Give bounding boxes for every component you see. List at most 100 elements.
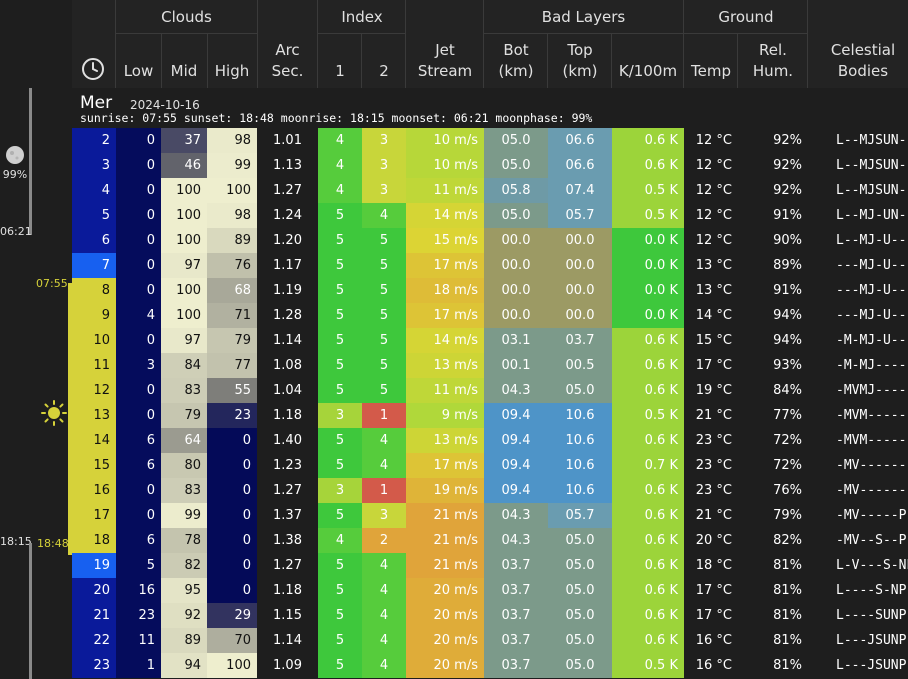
cell-celestial: L-V---S-NP xyxy=(832,553,908,578)
cell-high-cloud: 68 xyxy=(207,278,257,303)
table-row[interactable]: 9 4 100 71 1.28 5 5 17 m/s 00.0 00.0 0.0 K 14 °C 94%… xyxy=(72,303,908,328)
cell-celestial: L----S-NP xyxy=(832,578,908,603)
cell-low-cloud: 0 xyxy=(116,228,161,253)
cell-k-per-100m: 0.6 K xyxy=(612,603,684,628)
table-row[interactable]: 7 0 97 76 1.17 5 5 17 m/s 00.0 00.0 0.0 K 13 °C 89% -… xyxy=(72,253,908,278)
cell-jet-stream: 11 m/s xyxy=(406,378,484,403)
col-k100m[interactable]: K/100m xyxy=(618,62,678,80)
cell-arc-sec: 1.18 xyxy=(257,578,318,603)
table-row[interactable]: 17 0 99 0 1.37 5 3 21 m/s 04.3 05.7 0.6 K 21 °C 79% -… xyxy=(72,503,908,528)
cell-celestial: L--MJSUN- xyxy=(832,128,908,153)
col-celestial-line2[interactable]: Bodies xyxy=(837,62,889,80)
col-arc-line1[interactable]: Arc xyxy=(275,41,300,59)
col-low[interactable]: Low xyxy=(123,62,154,80)
table-row[interactable]: 5 0 100 98 1.24 5 4 14 m/s 05.0 05.7 0.5 K 12 °C 91%… xyxy=(72,203,908,228)
cell-temp: 21 °C xyxy=(684,403,738,428)
cell-celestial: L--MJ-UN- xyxy=(832,203,908,228)
table-row[interactable]: 20 16 95 0 1.18 5 4 20 m/s 03.7 05.0 0.6 K 17 °C 81%… xyxy=(72,578,908,603)
table-row[interactable]: 19 5 82 0 1.27 5 4 21 m/s 03.7 05.0 0.6 K 18 °C 81% L… xyxy=(72,553,908,578)
cell-index-2: 2 xyxy=(362,528,406,553)
cell-humidity: 81% xyxy=(738,603,808,628)
table-row[interactable]: 21 23 92 29 1.15 5 4 20 m/s 03.7 05.0 0.6 K 17 °C 81… xyxy=(72,603,908,628)
clock-icon[interactable] xyxy=(81,57,105,81)
table-row[interactable]: 11 3 84 77 1.08 5 5 13 m/s 00.1 00.5 0.6 K 17 °C 93%… xyxy=(72,353,908,378)
col-index-1[interactable]: 1 xyxy=(335,62,345,80)
cell-index-1: 5 xyxy=(318,228,362,253)
cell-humidity: 94% xyxy=(738,328,808,353)
cell-bad-top: 05.0 xyxy=(548,378,612,403)
col-hum-line2[interactable]: Hum. xyxy=(752,62,794,80)
col-index-2[interactable]: 2 xyxy=(379,62,389,80)
table-row[interactable]: 2 0 37 98 1.01 4 3 10 m/s 05.0 06.6 0.6 K 12 °C 92% L… xyxy=(72,128,908,153)
cell-hour: 5 xyxy=(72,203,116,228)
cell-index-2: 5 xyxy=(362,378,406,403)
cell-bad-bottom: 09.4 xyxy=(484,453,548,478)
table-row[interactable]: 23 1 94 100 1.09 5 4 20 m/s 03.7 05.0 0.5 K 16 °C 81… xyxy=(72,653,908,678)
cell-k-per-100m: 0.5 K xyxy=(612,178,684,203)
col-arc-line2[interactable]: Sec. xyxy=(271,62,304,80)
table-row[interactable]: 14 6 64 0 1.40 5 4 13 m/s 09.4 10.6 0.6 K 23 °C 72% -… xyxy=(72,428,908,453)
cell-bad-top: 00.0 xyxy=(548,228,612,253)
table-row[interactable]: 6 0 100 89 1.20 5 5 15 m/s 00.0 00.0 0.0 K 12 °C 90%… xyxy=(72,228,908,253)
cell-high-cloud: 77 xyxy=(207,353,257,378)
cell-mid-cloud: 100 xyxy=(161,178,207,203)
separator xyxy=(116,33,257,34)
cell-k-per-100m: 0.6 K xyxy=(612,478,684,503)
cell-mid-cloud: 79 xyxy=(161,403,207,428)
cell-low-cloud: 0 xyxy=(116,128,161,153)
cell-jet-stream: 20 m/s xyxy=(406,578,484,603)
cell-mid-cloud: 100 xyxy=(161,303,207,328)
col-hum-line1[interactable]: Rel. xyxy=(759,41,787,59)
cell-celestial: ---MJ-U-- xyxy=(832,253,908,278)
table-row[interactable]: 16 0 83 0 1.27 3 1 19 m/s 09.4 10.6 0.6 K 23 °C 76% -… xyxy=(72,478,908,503)
group-index: Index xyxy=(341,8,383,26)
table-row[interactable]: 12 0 83 55 1.04 5 5 11 m/s 04.3 05.0 0.6 K 19 °C 84%… xyxy=(72,378,908,403)
sun-visible-strip xyxy=(68,283,72,555)
cell-bad-bottom: 03.7 xyxy=(484,653,548,678)
cell-temp: 23 °C xyxy=(684,428,738,453)
col-bot-line1[interactable]: Bot xyxy=(503,41,529,59)
separator xyxy=(547,34,548,88)
separator xyxy=(361,34,362,88)
day-date: 2024-10-16 xyxy=(130,98,200,112)
cell-temp: 12 °C xyxy=(684,178,738,203)
cell-humidity: 84% xyxy=(738,378,808,403)
col-bot-line2[interactable]: (km) xyxy=(498,62,534,80)
day-header: Mer 2024-10-16 sunrise: 07:55 sunset: 18… xyxy=(72,88,908,128)
table-row[interactable]: 13 0 79 23 1.18 3 1 9 m/s 09.4 10.6 0.5 K 21 °C 77% -… xyxy=(72,403,908,428)
table-row[interactable]: 3 0 46 99 1.13 4 3 10 m/s 05.0 06.6 0.6 K 12 °C 92% L… xyxy=(72,153,908,178)
moonset-label: 06:21 xyxy=(0,225,32,238)
table-row[interactable]: 8 0 100 68 1.19 5 5 18 m/s 00.0 00.0 0.0 K 13 °C 91%… xyxy=(72,278,908,303)
col-high[interactable]: High xyxy=(214,62,250,80)
table-row[interactable]: 10 0 97 79 1.14 5 5 14 m/s 03.1 03.7 0.6 K 15 °C 94%… xyxy=(72,328,908,353)
col-mid[interactable]: Mid xyxy=(170,62,198,80)
cell-k-per-100m: 0.6 K xyxy=(612,378,684,403)
cell-hour: 11 xyxy=(72,353,116,378)
cell-bad-bottom: 03.7 xyxy=(484,578,548,603)
cell-k-per-100m: 0.0 K xyxy=(612,253,684,278)
col-top-line2[interactable]: (km) xyxy=(562,62,598,80)
cell-bad-top: 03.7 xyxy=(548,328,612,353)
cell-arc-sec: 1.09 xyxy=(257,653,318,678)
cell-index-2: 5 xyxy=(362,353,406,378)
col-top-line1[interactable]: Top xyxy=(567,41,593,59)
table-row[interactable]: 22 11 89 70 1.14 5 4 20 m/s 03.7 05.0 0.6 K 16 °C 81… xyxy=(72,628,908,653)
cell-low-cloud: 0 xyxy=(116,153,161,178)
table-row[interactable]: 4 0 100 100 1.27 4 3 11 m/s 05.8 07.4 0.5 K 12 °C 92… xyxy=(72,178,908,203)
cell-humidity: 94% xyxy=(738,303,808,328)
col-celestial-line1[interactable]: Celestial xyxy=(830,41,896,59)
cell-temp: 21 °C xyxy=(684,503,738,528)
cell-high-cloud: 98 xyxy=(207,203,257,228)
cell-arc-sec: 1.37 xyxy=(257,503,318,528)
col-jet-line2[interactable]: Stream xyxy=(417,62,473,80)
cell-hour: 13 xyxy=(72,403,116,428)
col-jet-line1[interactable]: Jet xyxy=(435,41,455,59)
table-row[interactable]: 15 6 80 0 1.23 5 4 17 m/s 09.4 10.6 0.7 K 23 °C 72% -… xyxy=(72,453,908,478)
cell-k-per-100m: 0.6 K xyxy=(612,153,684,178)
table-row[interactable]: 18 6 78 0 1.38 4 2 21 m/s 04.3 05.0 0.6 K 20 °C 82% -… xyxy=(72,528,908,553)
col-temp[interactable]: Temp xyxy=(691,62,731,80)
cell-k-per-100m: 0.6 K xyxy=(612,528,684,553)
cell-index-2: 5 xyxy=(362,228,406,253)
cell-celestial: L--MJSUN- xyxy=(832,178,908,203)
cell-arc-sec: 1.13 xyxy=(257,153,318,178)
